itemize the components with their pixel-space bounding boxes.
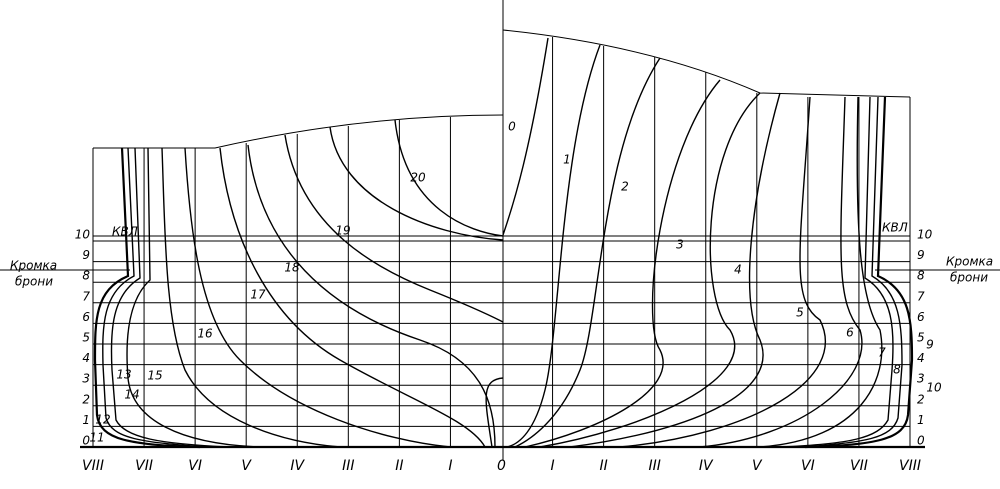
buttock-label: VI [188, 458, 202, 474]
buttock-label: II [395, 458, 403, 474]
buttock-label: IV [290, 458, 305, 474]
station-number: 9 [926, 338, 934, 352]
aft-sections [93, 119, 504, 449]
buttock-label: VIII [82, 458, 104, 474]
waterline-number: 3 [82, 372, 90, 386]
station-number: 4 [734, 263, 742, 277]
waterline-number: 6 [82, 310, 90, 324]
station-number: 8 [893, 363, 901, 377]
buttock-label: I [550, 458, 554, 474]
station-number: 16 [197, 327, 213, 341]
waterline-number: 2 [82, 392, 90, 406]
station-number: 20 [410, 171, 426, 185]
waterline-number: 4 [917, 351, 925, 365]
labels: КВЛ КВЛ Кромка брони Кромка брони VIII VI… [10, 120, 993, 475]
waterline-number: 10 [917, 228, 933, 242]
waterline-number: 9 [917, 248, 925, 262]
station-number: 1 [563, 153, 571, 167]
sheer-aft [93, 114, 504, 149]
fore-sections [502, 37, 914, 449]
buttock-label: V [752, 458, 763, 474]
waterline-number: 0 [917, 434, 925, 448]
buttock-label: II [599, 458, 607, 474]
waterline-number: 3 [917, 372, 925, 386]
station-number: 6 [846, 326, 854, 340]
buttock-label: 0 [497, 458, 506, 474]
station-number: 10 [926, 381, 942, 395]
buttock-label: VI [801, 458, 815, 474]
waterline-number: 6 [917, 310, 925, 324]
buttock-label: III [342, 458, 354, 474]
waterline-label: КВЛ [882, 221, 908, 235]
waterline-number: 5 [917, 331, 925, 345]
station-number: 7 [878, 346, 886, 360]
station-number: 17 [250, 288, 266, 302]
station-number: 3 [676, 238, 684, 252]
waterline-number: 7 [917, 289, 925, 303]
waterline-number: 10 [75, 228, 91, 242]
waterline-number: 7 [82, 289, 90, 303]
station-number: 5 [796, 306, 804, 320]
waterline-label: КВЛ [112, 225, 138, 239]
station-number: 13 [116, 368, 131, 382]
grid [92, 37, 911, 447]
armor-edge-label: Кромка [946, 255, 993, 269]
waterline-number: 9 [82, 248, 90, 262]
waterline-number: 4 [82, 351, 90, 365]
station-number: 14 [124, 388, 139, 402]
buttock-label: VII [850, 458, 868, 474]
waterline-number: 8 [82, 269, 90, 283]
station-number: 12 [95, 413, 110, 427]
buttock-label: V [241, 458, 252, 474]
waterline-number: 5 [82, 331, 90, 345]
armor-edge-label: брони [15, 275, 53, 289]
station-number: 0 [508, 120, 516, 134]
armor-edge-label: брони [950, 271, 988, 285]
armor-edge-label: Кромка [10, 259, 57, 273]
station-number: 15 [147, 369, 162, 383]
buttock-label: IV [699, 458, 714, 474]
buttock-label: III [648, 458, 660, 474]
buttock-label: VII [135, 458, 153, 474]
station-number: 11 [89, 431, 104, 445]
waterline-number: 1 [82, 413, 90, 427]
station-number: 19 [335, 224, 350, 238]
waterline-number: 0 [82, 434, 90, 448]
station-number: 18 [284, 261, 300, 275]
waterline-number: 2 [917, 392, 925, 406]
buttock-label: VIII [899, 458, 921, 474]
sheer-fore [502, 29, 911, 98]
waterline-number: 1 [917, 413, 925, 427]
waterline-number: 8 [917, 269, 925, 283]
station-number: 2 [621, 180, 629, 194]
buttock-label: I [448, 458, 452, 474]
